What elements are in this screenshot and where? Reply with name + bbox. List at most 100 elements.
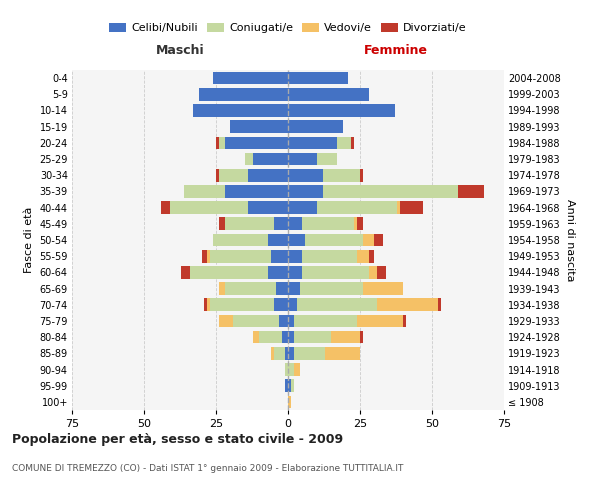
Bar bbox=[377, 298, 438, 311]
Bar bbox=[294, 363, 299, 376]
Bar bbox=[193, 104, 288, 117]
Bar bbox=[360, 331, 363, 344]
Bar bbox=[357, 314, 403, 328]
Bar bbox=[288, 298, 296, 311]
Bar bbox=[271, 347, 274, 360]
Bar bbox=[288, 169, 323, 181]
Bar bbox=[285, 347, 288, 360]
Bar bbox=[277, 282, 288, 295]
Bar bbox=[248, 169, 288, 181]
Bar bbox=[288, 120, 343, 133]
Bar bbox=[288, 72, 349, 85]
Bar bbox=[360, 169, 363, 181]
Bar bbox=[317, 152, 337, 166]
Bar bbox=[219, 218, 224, 230]
Bar bbox=[458, 185, 484, 198]
Bar bbox=[357, 250, 368, 262]
Bar bbox=[288, 314, 294, 328]
Bar bbox=[213, 234, 268, 246]
Bar bbox=[299, 282, 363, 295]
Bar bbox=[331, 331, 360, 344]
Bar bbox=[337, 136, 352, 149]
Bar bbox=[302, 250, 357, 262]
Bar bbox=[288, 234, 305, 246]
Bar bbox=[368, 266, 377, 278]
Bar bbox=[323, 169, 360, 181]
Bar bbox=[352, 136, 354, 149]
Bar bbox=[210, 298, 274, 311]
Bar bbox=[199, 88, 288, 101]
Legend: Celibi/Nubili, Coniugati/e, Vedovi/e, Divorziati/e: Celibi/Nubili, Coniugati/e, Vedovi/e, Di… bbox=[105, 18, 471, 38]
Bar bbox=[363, 234, 374, 246]
Bar bbox=[288, 202, 317, 214]
Bar bbox=[259, 331, 282, 344]
Bar bbox=[294, 331, 331, 344]
Bar bbox=[219, 282, 224, 295]
Bar bbox=[245, 152, 253, 166]
Text: COMUNE DI TREMEZZO (CO) - Dati ISTAT 1° gennaio 2009 - Elaborazione TUTTITALIA.I: COMUNE DI TREMEZZO (CO) - Dati ISTAT 1° … bbox=[12, 464, 403, 473]
Bar bbox=[224, 136, 288, 149]
Bar bbox=[184, 185, 224, 198]
Bar bbox=[400, 202, 424, 214]
Bar bbox=[323, 185, 458, 198]
Bar bbox=[274, 218, 288, 230]
Bar bbox=[288, 347, 294, 360]
Text: Popolazione per età, sesso e stato civile - 2009: Popolazione per età, sesso e stato civil… bbox=[12, 432, 343, 446]
Bar bbox=[216, 169, 219, 181]
Bar bbox=[288, 136, 337, 149]
Bar bbox=[170, 202, 248, 214]
Bar bbox=[233, 314, 280, 328]
Y-axis label: Anni di nascita: Anni di nascita bbox=[565, 198, 575, 281]
Bar bbox=[374, 234, 383, 246]
Bar bbox=[288, 282, 299, 295]
Bar bbox=[282, 331, 288, 344]
Bar bbox=[285, 380, 288, 392]
Bar bbox=[288, 250, 302, 262]
Bar bbox=[302, 266, 368, 278]
Bar bbox=[268, 266, 288, 278]
Bar bbox=[317, 202, 397, 214]
Bar bbox=[368, 250, 374, 262]
Text: Maschi: Maschi bbox=[155, 44, 205, 57]
Bar bbox=[210, 250, 271, 262]
Bar bbox=[288, 396, 291, 408]
Bar bbox=[208, 298, 210, 311]
Bar bbox=[274, 298, 288, 311]
Bar bbox=[271, 250, 288, 262]
Bar bbox=[325, 347, 360, 360]
Bar bbox=[363, 282, 403, 295]
Bar bbox=[253, 152, 288, 166]
Bar bbox=[208, 250, 210, 262]
Bar bbox=[205, 298, 208, 311]
Bar bbox=[190, 266, 268, 278]
Bar bbox=[253, 331, 259, 344]
Bar bbox=[288, 331, 294, 344]
Bar bbox=[202, 250, 208, 262]
Bar bbox=[294, 347, 325, 360]
Bar bbox=[161, 202, 170, 214]
Bar bbox=[354, 218, 357, 230]
Bar bbox=[219, 136, 224, 149]
Bar bbox=[224, 282, 277, 295]
Text: Femmine: Femmine bbox=[364, 44, 428, 57]
Bar bbox=[357, 218, 363, 230]
Bar bbox=[181, 266, 190, 278]
Bar bbox=[397, 202, 400, 214]
Bar bbox=[377, 266, 386, 278]
Bar bbox=[288, 185, 323, 198]
Bar bbox=[219, 314, 233, 328]
Bar bbox=[288, 104, 395, 117]
Bar bbox=[230, 120, 288, 133]
Bar bbox=[288, 380, 291, 392]
Bar bbox=[248, 202, 288, 214]
Bar bbox=[294, 314, 357, 328]
Bar bbox=[288, 266, 302, 278]
Bar bbox=[288, 88, 368, 101]
Bar bbox=[291, 380, 294, 392]
Bar bbox=[224, 185, 288, 198]
Bar bbox=[219, 169, 248, 181]
Bar bbox=[305, 234, 363, 246]
Bar bbox=[213, 72, 288, 85]
Y-axis label: Fasce di età: Fasce di età bbox=[24, 207, 34, 273]
Bar bbox=[274, 347, 285, 360]
